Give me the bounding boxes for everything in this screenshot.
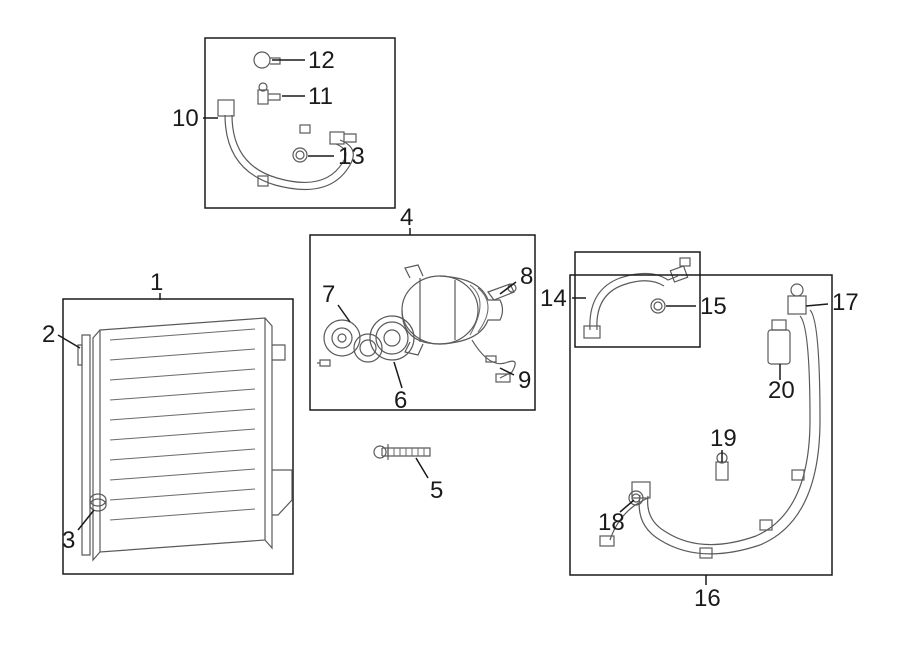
panel-14 <box>575 252 700 347</box>
part-5-bolt <box>374 444 430 460</box>
label-1: 1 <box>150 269 163 296</box>
label-3: 3 <box>62 527 75 554</box>
parts-diagram: 1 2 3 4 5 6 7 8 9 10 11 12 13 14 15 16 1… <box>0 0 900 661</box>
label-15: 15 <box>700 293 727 320</box>
panel-4 <box>310 235 535 410</box>
label-6: 6 <box>394 387 407 414</box>
label-4: 4 <box>400 204 413 231</box>
panel-1 <box>63 299 293 574</box>
label-10: 10 <box>172 105 199 132</box>
label-5: 5 <box>430 477 443 504</box>
label-12: 12 <box>308 47 335 74</box>
label-14: 14 <box>540 285 567 312</box>
leaders <box>58 60 828 585</box>
label-18: 18 <box>598 509 625 536</box>
labels: 1 2 3 4 5 6 7 8 9 10 11 12 13 14 15 16 1… <box>42 47 859 612</box>
label-9: 9 <box>518 367 531 394</box>
label-17: 17 <box>832 289 859 316</box>
label-2: 2 <box>42 321 55 348</box>
label-13: 13 <box>338 143 365 170</box>
label-7: 7 <box>322 281 335 308</box>
label-20: 20 <box>768 377 795 404</box>
label-11: 11 <box>308 83 333 110</box>
label-8: 8 <box>520 263 533 290</box>
label-16: 16 <box>694 585 721 612</box>
label-19: 19 <box>710 425 737 452</box>
panel-10 <box>205 38 395 208</box>
